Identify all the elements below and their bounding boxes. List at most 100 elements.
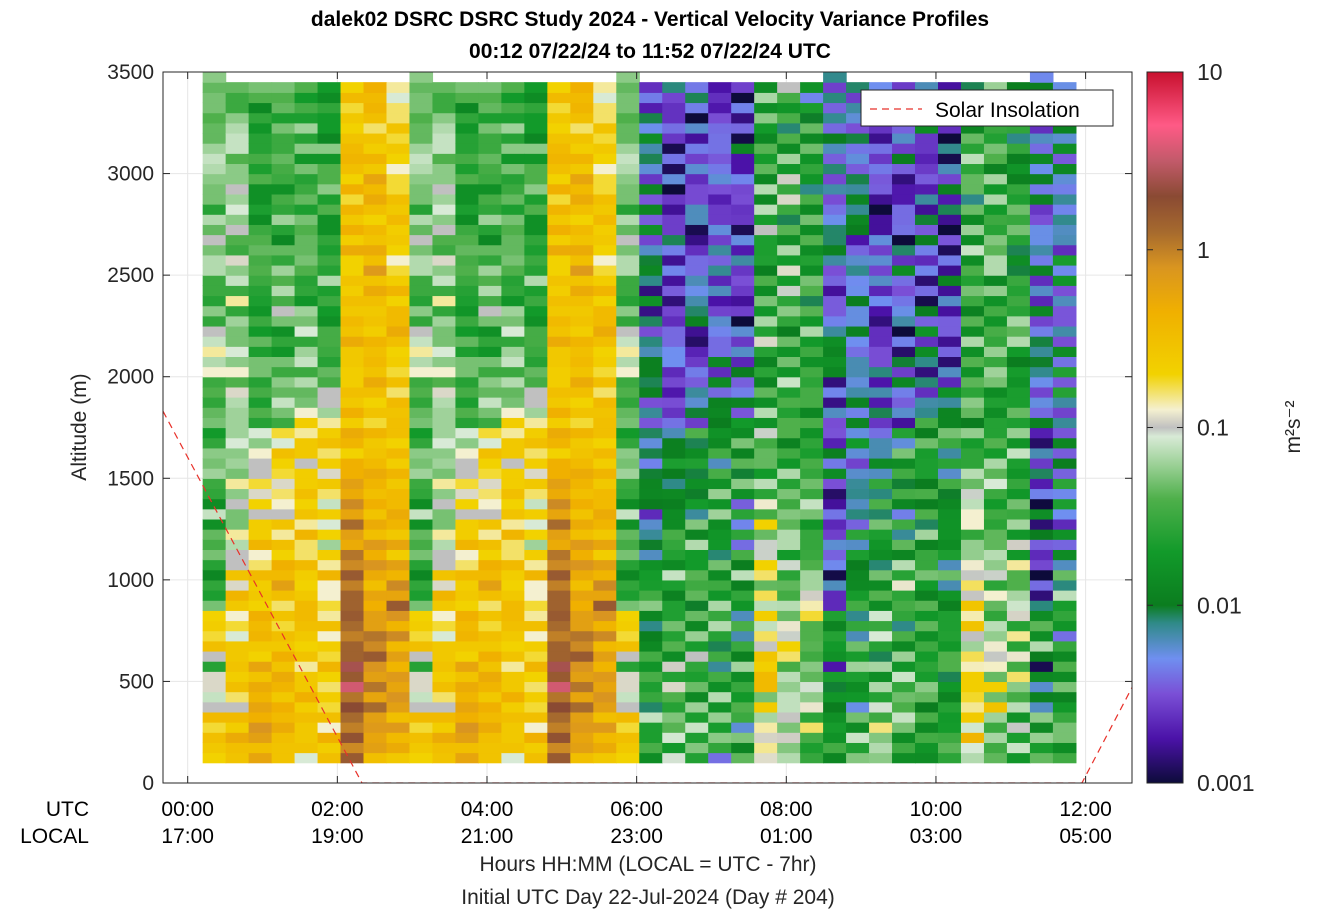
variance-cell	[271, 346, 296, 357]
variance-cell	[685, 529, 709, 540]
variance-cell	[685, 478, 709, 490]
variance-cell	[960, 529, 985, 540]
variance-cell	[478, 559, 502, 571]
variance-cell	[731, 620, 755, 632]
variance-cell	[501, 143, 525, 154]
variance-cell	[547, 539, 571, 550]
variance-cell	[1029, 630, 1054, 642]
variance-cell	[1052, 650, 1077, 662]
variance-cell	[777, 407, 801, 418]
variance-cell	[754, 407, 778, 418]
variance-cell	[731, 447, 755, 459]
variance-cell	[455, 325, 480, 337]
variance-cell	[616, 549, 640, 561]
variance-cell	[823, 92, 847, 104]
variance-cell	[271, 640, 296, 652]
variance-cell	[225, 193, 250, 205]
variance-cell	[731, 153, 755, 165]
variance-cell	[731, 701, 755, 713]
variance-cell	[616, 153, 640, 165]
variance-cell	[386, 315, 411, 327]
variance-cell	[455, 478, 480, 490]
variance-cell	[800, 447, 824, 459]
variance-cell	[432, 193, 457, 205]
variance-cell	[960, 376, 985, 388]
variance-cell	[593, 82, 617, 93]
variance-cell	[593, 92, 617, 104]
variance-cell	[547, 153, 571, 165]
variance-cell	[731, 468, 755, 479]
variance-cell	[960, 508, 985, 520]
variance-cell	[846, 285, 870, 297]
variance-cell	[340, 518, 365, 530]
variance-cell	[846, 508, 870, 520]
variance-cell	[248, 569, 273, 581]
variance-cell	[386, 437, 411, 449]
variance-cell	[248, 112, 273, 124]
variance-cell	[616, 224, 640, 236]
variance-cell	[754, 163, 778, 175]
variance-cell	[938, 691, 962, 703]
variance-cell	[1052, 143, 1077, 154]
variance-cell	[547, 529, 571, 540]
variance-cell	[593, 732, 617, 743]
variance-cell	[869, 397, 893, 408]
variance-cell	[938, 244, 962, 256]
variance-cell	[731, 254, 755, 266]
variance-cell	[869, 752, 893, 764]
variance-cell	[455, 427, 480, 439]
variance-cell	[685, 600, 709, 611]
variance-cell	[983, 711, 1008, 723]
variance-cell	[754, 295, 778, 307]
variance-cell	[708, 315, 732, 327]
variance-cell	[478, 600, 502, 611]
variance-cell	[662, 529, 686, 540]
variance-cell	[708, 539, 732, 550]
variance-cell	[1029, 701, 1054, 713]
variance-cell	[616, 579, 640, 591]
variance-cell	[662, 193, 686, 205]
variance-cell	[294, 92, 319, 104]
variance-cell	[1029, 488, 1054, 500]
variance-cell	[294, 173, 319, 185]
variance-cell	[1029, 468, 1054, 479]
variance-cell	[800, 468, 824, 479]
variance-cell	[363, 163, 388, 175]
variance-cell	[455, 305, 480, 317]
variance-cell	[685, 671, 709, 683]
variance-cell	[708, 366, 732, 378]
variance-cell	[547, 254, 571, 266]
variance-cell	[800, 366, 824, 378]
variance-cell	[524, 569, 548, 581]
variance-cell	[202, 376, 227, 388]
variance-cell	[386, 295, 411, 307]
variance-cell	[225, 264, 250, 276]
variance-cell	[823, 315, 847, 327]
variance-cell	[869, 214, 893, 225]
variance-cell	[501, 457, 525, 469]
variance-cell	[892, 285, 916, 297]
variance-cell	[1029, 661, 1054, 672]
variance-cell	[731, 427, 755, 439]
variance-cell	[409, 163, 434, 175]
variance-cell	[317, 529, 342, 540]
variance-cell	[777, 610, 801, 622]
variance-cell	[432, 285, 457, 297]
variance-cell	[248, 529, 273, 540]
variance-cell	[731, 163, 755, 175]
variance-cell	[294, 610, 319, 622]
variance-cell	[662, 539, 686, 550]
variance-cell	[846, 315, 870, 327]
variance-cell	[409, 427, 434, 439]
variance-cell	[547, 397, 571, 408]
variance-cell	[892, 630, 916, 642]
variance-cell	[938, 407, 962, 418]
variance-cell	[340, 407, 365, 418]
variance-cell	[960, 681, 985, 693]
variance-cell	[225, 132, 250, 144]
variance-cell	[846, 630, 870, 642]
variance-cell	[915, 549, 939, 561]
variance-cell	[593, 488, 617, 500]
variance-cell	[777, 742, 801, 754]
variance-cell	[846, 518, 870, 530]
